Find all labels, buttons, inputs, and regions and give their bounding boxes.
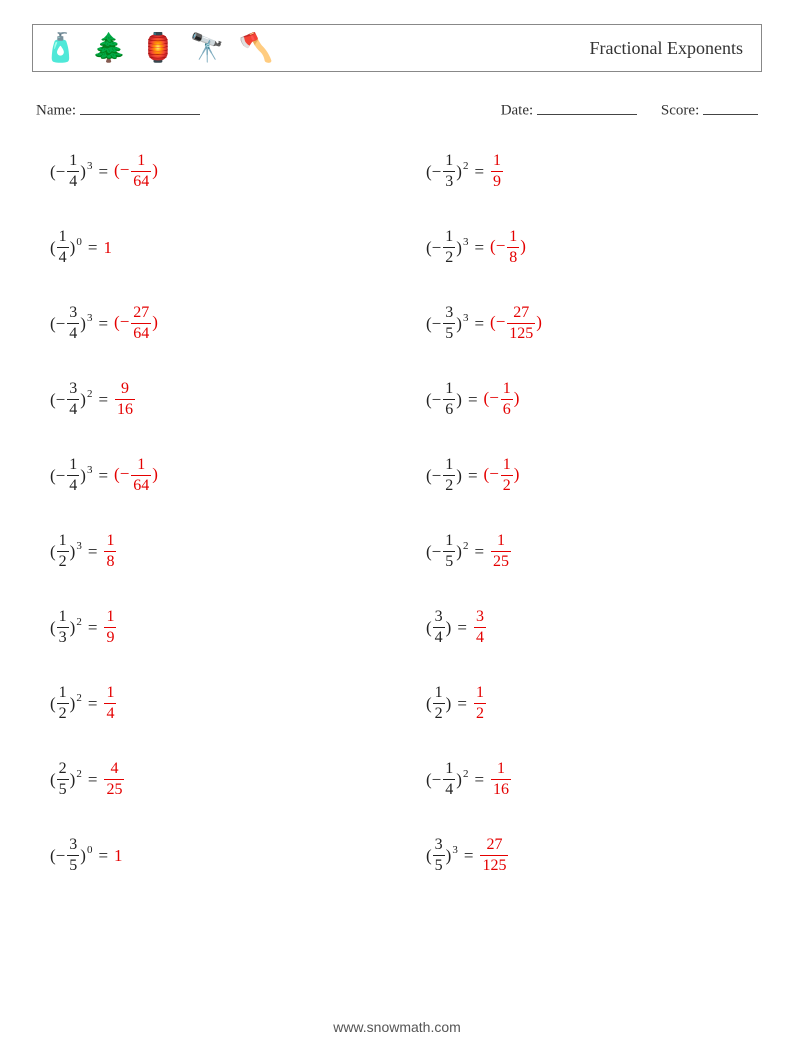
- answer-17: 116: [490, 761, 512, 798]
- problem-3: (−12)3=(−18): [426, 226, 762, 270]
- problems-grid: (−14)3=(−164) (−13)2=19 (14)0=1 (−12)3=(−18…: [32, 150, 762, 878]
- problem-6: (−34)2=916: [50, 378, 386, 422]
- problem-15: (12)=12: [426, 682, 762, 726]
- problem-2: (14)0=1: [50, 226, 386, 270]
- problem-1: (−13)2=19: [426, 150, 762, 194]
- answer-11: 125: [490, 533, 512, 570]
- answer-18: 1: [114, 846, 123, 866]
- answer-19: 27125: [479, 837, 509, 874]
- problem-7: (−16)=(−16): [426, 378, 762, 422]
- answer-5: (−27125): [490, 305, 542, 342]
- header-icons: 🧴 🌲 🏮 🔭 🪓: [43, 31, 273, 65]
- score-label: Score:: [661, 103, 699, 119]
- problem-9: (−12)=(−12): [426, 454, 762, 498]
- header-icon-2: 🏮: [141, 31, 176, 65]
- answer-6: 916: [114, 381, 136, 418]
- header-icon-3: 🔭: [190, 31, 225, 65]
- header-icon-4: 🪓: [239, 31, 274, 65]
- name-label: Name:: [36, 103, 76, 119]
- problem-16: (25)2=425: [50, 758, 386, 802]
- problem-14: (12)2=14: [50, 682, 386, 726]
- problem-8: (−14)3=(−164): [50, 454, 386, 498]
- problem-5: (−35)3=(−27125): [426, 302, 762, 346]
- answer-4: (−2764): [114, 305, 158, 342]
- problem-18: (−35)0=1: [50, 834, 386, 878]
- problem-0: (−14)3=(−164): [50, 150, 386, 194]
- problem-4: (−34)3=(−2764): [50, 302, 386, 346]
- answer-1: 19: [490, 153, 504, 190]
- answer-14: 14: [103, 685, 117, 722]
- problem-10: (12)3=18: [50, 530, 386, 574]
- answer-12: 19: [103, 609, 117, 646]
- header-icon-1: 🌲: [92, 31, 127, 65]
- problem-13: (34)=34: [426, 606, 762, 650]
- answer-10: 18: [103, 533, 117, 570]
- problem-11: (−15)2=125: [426, 530, 762, 574]
- date-label: Date:: [501, 103, 533, 119]
- worksheet-title: Fractional Exponents: [590, 38, 743, 59]
- answer-2: 1: [103, 238, 112, 258]
- header-box: 🧴 🌲 🏮 🔭 🪓 Fractional Exponents: [32, 24, 762, 72]
- meta-row: Name: Date: Score:: [32, 100, 762, 120]
- problem-12: (13)2=19: [50, 606, 386, 650]
- answer-0: (−164): [114, 153, 158, 190]
- answer-16: 425: [103, 761, 125, 798]
- answer-13: 34: [473, 609, 487, 646]
- answer-9: (−12): [484, 457, 520, 494]
- footer-url: www.snowmath.com: [0, 1019, 794, 1035]
- answer-8: (−164): [114, 457, 158, 494]
- score-blank[interactable]: [703, 100, 758, 115]
- header-icon-0: 🧴: [43, 31, 78, 65]
- answer-3: (−18): [490, 229, 526, 266]
- problem-17: (−14)2=116: [426, 758, 762, 802]
- answer-7: (−16): [484, 381, 520, 418]
- date-blank[interactable]: [537, 100, 637, 115]
- answer-15: 12: [473, 685, 487, 722]
- problem-19: (35)3=27125: [426, 834, 762, 878]
- name-blank[interactable]: [80, 100, 200, 115]
